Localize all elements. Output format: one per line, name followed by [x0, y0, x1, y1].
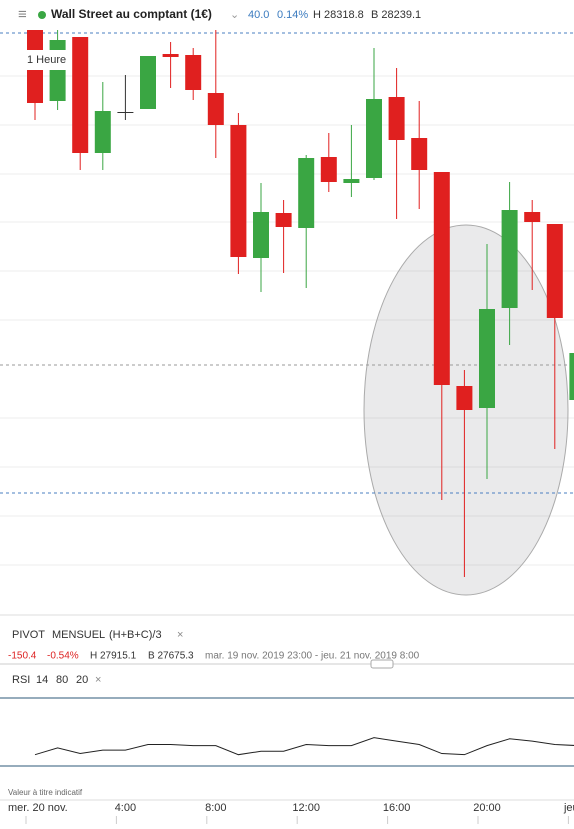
candle-body [207, 93, 224, 125]
candle-body [388, 97, 405, 140]
candle-body [366, 99, 382, 178]
candle-body [479, 309, 495, 408]
candle-body [117, 112, 134, 113]
rsi-lower-label: 20 [76, 674, 88, 686]
candle-body [140, 56, 156, 109]
rsi-name: RSI [12, 674, 30, 686]
candle-body [94, 111, 111, 153]
candle-body [456, 386, 473, 410]
candle-body [298, 158, 315, 228]
rsi-panel [0, 697, 574, 767]
candle-body [253, 212, 269, 258]
pivot-period: MENSUEL [52, 629, 105, 641]
candle-body [524, 212, 541, 222]
change: 40.0 [248, 9, 269, 21]
note: Valeur à titre indicatif [8, 788, 83, 797]
dropdown-icon[interactable]: ⌄ [230, 9, 239, 21]
candle-body [343, 179, 360, 183]
candle-body [162, 54, 179, 57]
x-tick-label: jeu. 2 [563, 802, 574, 814]
x-tick-label: mer. 20 nov. [8, 802, 68, 814]
pivot-high: H 27915.1 [90, 651, 137, 662]
candle-body [320, 157, 337, 182]
rsi-line [34, 737, 574, 756]
candle-body [275, 213, 292, 227]
candle-body [546, 224, 563, 318]
menu-icon[interactable]: ≡ [18, 6, 27, 23]
close-icon[interactable]: × [177, 629, 183, 641]
pivot-low: B 27675.3 [148, 651, 194, 662]
status-dot [38, 11, 46, 19]
change-pct: 0.14% [277, 9, 308, 21]
timeframe-box[interactable] [26, 50, 72, 70]
resize-handle[interactable] [370, 659, 394, 669]
candle-body [185, 55, 202, 90]
candle-body [72, 37, 89, 153]
timeframe[interactable]: 1 Heure [27, 54, 66, 66]
instrument-title[interactable]: Wall Street au comptant (1€) [51, 7, 212, 21]
x-tick-label: 8:00 [205, 802, 226, 814]
pivot-formula: (H+B+C)/3 [109, 629, 162, 641]
candle-body [411, 138, 428, 170]
candle-body [569, 353, 574, 400]
candle-body [230, 125, 247, 257]
candle-body [501, 210, 518, 308]
pivot-name: PIVOT [12, 629, 45, 641]
rsi-period: 14 [36, 674, 48, 686]
rsi-upper-label: 80 [56, 674, 68, 686]
candle-body [49, 40, 66, 101]
x-tick-label: 16:00 [383, 802, 411, 814]
pivot-change: -150.4 [8, 651, 37, 662]
pivot-range: mar. 19 nov. 2019 23:00 - jeu. 21 nov. 2… [205, 651, 420, 662]
high: H 28318.8 [313, 9, 364, 21]
low: B 28239.1 [371, 9, 421, 21]
candle-body [433, 172, 450, 385]
x-axis: mer. 20 nov. 4:00 8:00 12:00 16:00 20:00 jeu. … [8, 802, 574, 824]
close-icon[interactable]: × [95, 674, 101, 686]
x-tick-label: 4:00 [115, 802, 136, 814]
x-tick-label: 20:00 [473, 802, 501, 814]
x-tick-label: 12:00 [292, 802, 320, 814]
pivot-change-pct: -0.54% [47, 651, 79, 662]
